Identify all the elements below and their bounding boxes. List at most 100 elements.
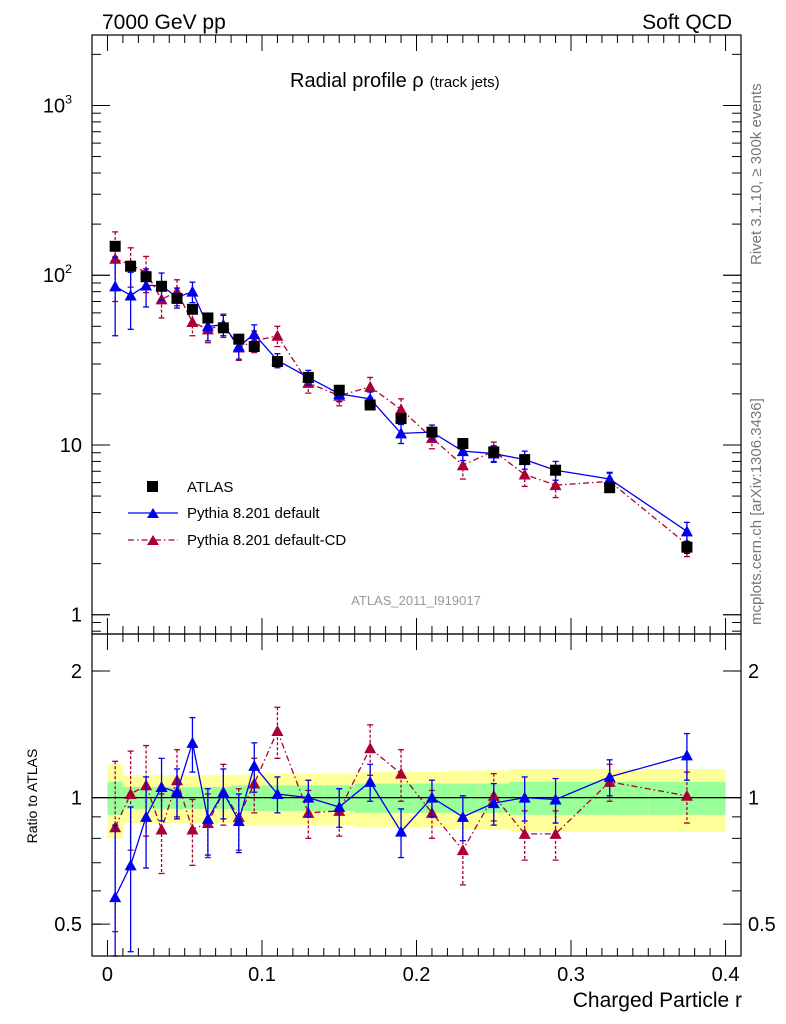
main-atlas-point <box>550 464 562 476</box>
ratio-pythia-default-point <box>232 814 245 826</box>
ratio-pythia-cd-line-1 <box>114 729 688 852</box>
main-atlas-point <box>604 482 616 494</box>
legend-marker-atlas <box>147 481 158 492</box>
main-y-tick-label: 102 <box>43 262 72 287</box>
main-atlas-point <box>248 341 260 353</box>
main-atlas-point <box>171 292 183 304</box>
ratio-pythia-default-point <box>170 786 183 798</box>
main-pythia-default-point <box>109 280 122 292</box>
rivet-label: Rivet 3.1.10, ≥ 300k events <box>748 83 765 265</box>
x-tick-label: 0.3 <box>557 964 585 986</box>
ratio-y-tick-label: 0.5 <box>54 914 82 936</box>
main-pythia-cd-point <box>549 479 562 491</box>
ratio-pythia-default-point <box>186 736 199 748</box>
ratio-pythia-default-point <box>217 786 230 798</box>
main-pythia-default-point <box>201 320 214 332</box>
x-tick-label: 0 <box>102 964 113 986</box>
main-atlas-point <box>457 438 469 450</box>
legend-label-pythia-default-cd: Pythia 8.201 default-CD <box>187 532 346 549</box>
main-atlas-point <box>186 303 198 315</box>
legend-marker-pythia-default-cd <box>147 535 159 545</box>
ratio-pythia-default-point <box>155 780 168 792</box>
main-atlas-point <box>519 454 531 466</box>
chart-subtitle: (track jets) <box>430 74 500 91</box>
main-pythia-default-point <box>456 445 469 457</box>
main-atlas-point <box>488 446 500 458</box>
analysis-id: ATLAS_2011_I919017 <box>351 593 481 608</box>
main-pythia-default-point <box>140 279 153 291</box>
ratio-pythia-default-point <box>603 770 616 782</box>
ratio-pythia-cd-point <box>549 827 562 839</box>
main-atlas-point <box>233 333 245 345</box>
header-right: Soft QCD <box>642 11 732 34</box>
ratio-pythia-default-point <box>425 791 438 803</box>
mcplots-label: mcplots.cern.ch [arXiv:1306.3436] <box>748 398 765 625</box>
ratio-pythia-default-point <box>333 800 346 812</box>
x-tick-label: 0.2 <box>403 964 431 986</box>
ratio-pythia-default-point <box>271 787 284 799</box>
ratio-pythia-default-point <box>680 749 693 761</box>
main-pythia-default-point <box>232 340 245 352</box>
x-tick-label: 0.1 <box>248 964 276 986</box>
ratio-y-tick-label-right: 2 <box>748 661 759 683</box>
ratio-pythia-cd-point <box>456 844 469 856</box>
legend-label-atlas: ATLAS <box>187 479 233 496</box>
ratio-y-tick-label: 1 <box>71 788 82 810</box>
main-atlas-point <box>395 413 407 425</box>
ratio-pythia-default-point <box>302 791 315 803</box>
main-pythia-default-point <box>603 473 616 485</box>
axis-ticks: 1 10 102 103 0.5 1 2 0.5 1 2 0 0.1 0.2 0.3 0.4 <box>43 35 776 986</box>
ratio-pythia-default-point <box>124 859 137 871</box>
main-pythia-cd-point <box>395 403 408 415</box>
main-pythia-default-point <box>680 525 693 537</box>
main-pythia-default-point <box>395 427 408 439</box>
main-pythia-cd-point <box>186 316 199 328</box>
legend: ATLAS Pythia 8.201 default Pythia 8.201 … <box>128 479 346 549</box>
main-atlas-point <box>333 384 345 396</box>
x-tick-label: 0.4 <box>712 964 740 986</box>
main-atlas-point <box>217 322 229 334</box>
ratio-pythia-default-point <box>248 759 261 771</box>
main-pythia-cd-point <box>364 380 377 392</box>
ratio-pythia-cd-point <box>364 742 377 754</box>
legend-marker-pythia-default <box>147 508 159 518</box>
main-pythia-cd-point <box>518 468 531 480</box>
ratio-pythia-default-point <box>201 812 214 824</box>
ratio-pythia-default-point <box>487 797 500 809</box>
x-axis-label: Charged Particle r <box>573 989 742 1012</box>
ratio-pythia-default-point <box>456 810 469 822</box>
ratio-plot-frame <box>91 633 742 957</box>
main-y-tick-label: 1 <box>71 605 82 627</box>
main-atlas-point <box>364 399 376 411</box>
ratio-pythia-cd-point <box>271 725 284 737</box>
main-pythia-default-point <box>248 328 261 340</box>
main-pythia-cd-point <box>456 459 469 471</box>
header-left: 7000 GeV pp <box>102 11 226 34</box>
data-layer <box>109 231 693 957</box>
ratio-uncertainty-bands <box>92 764 741 839</box>
ratio-y-axis-label: Ratio to ATLAS <box>24 749 40 844</box>
main-atlas-point <box>202 312 214 324</box>
chart-title-main: Radial profile ρ <box>290 70 424 92</box>
ratio-pythia-cd-point <box>155 823 168 835</box>
ratio-pythia-default-point <box>109 891 122 903</box>
ratio-y-tick-label: 2 <box>71 661 82 683</box>
ratio-y-tick-label-right: 0.5 <box>748 914 776 936</box>
ratio-pythia-default-point <box>549 793 562 805</box>
chart-title: Radial profile ρ (track jets) <box>290 70 500 92</box>
ratio-y-tick-label-right: 1 <box>748 788 759 810</box>
ratio-pythia-default-point <box>518 791 531 803</box>
ratio-pythia-default-line-0 <box>114 742 688 898</box>
main-pythia-cd-point <box>271 329 284 341</box>
legend-label-pythia-default: Pythia 8.201 default <box>187 505 320 522</box>
main-atlas-point <box>271 356 283 368</box>
ratio-pythia-default-point <box>395 825 408 837</box>
ratio-pythia-cd-point <box>124 787 137 799</box>
main-pythia-cd-line-2 <box>114 258 688 545</box>
main-pythia-default-point <box>186 285 199 297</box>
main-pythia-default-line-1 <box>114 284 688 532</box>
ratio-pythia-cd-point <box>518 827 531 839</box>
ratio-pythia-default-point <box>364 775 377 787</box>
ratio-pythia-cd-point <box>680 789 693 801</box>
